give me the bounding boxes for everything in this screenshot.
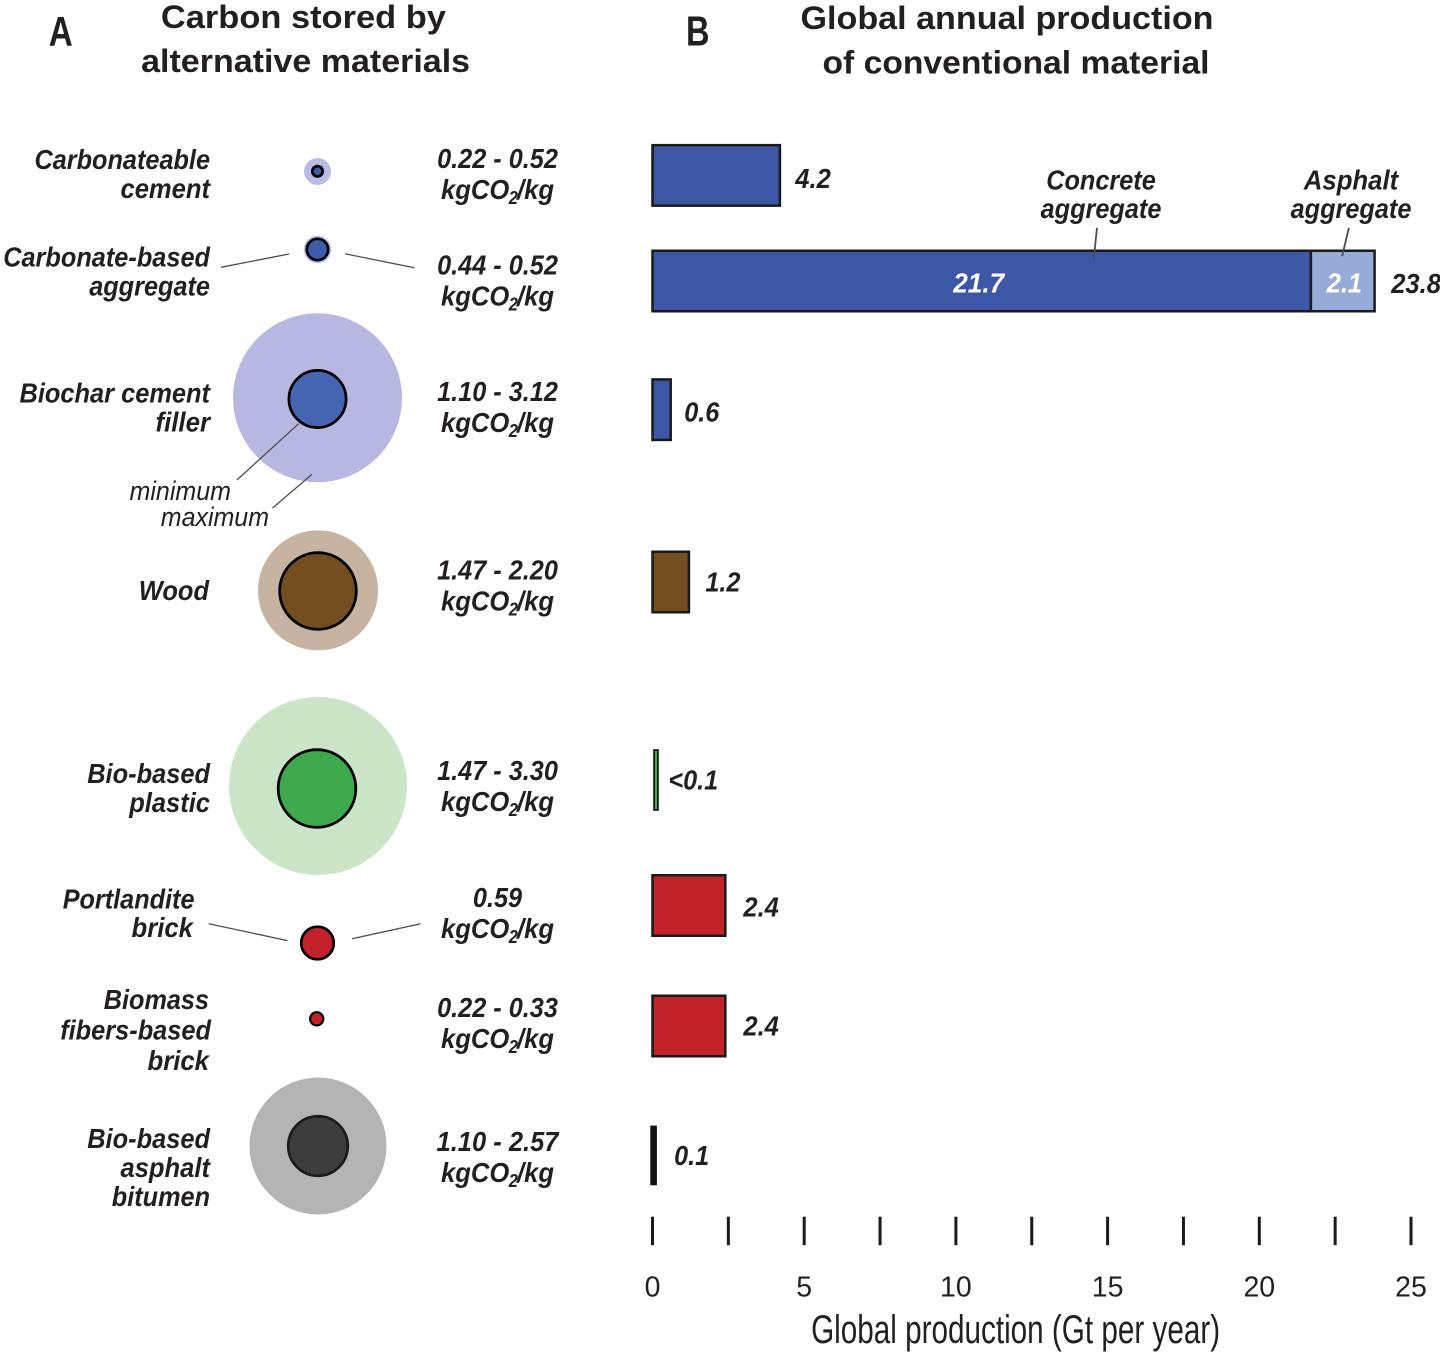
svg-text:Global production (Gt per year: Global production (Gt per year) — [811, 1308, 1220, 1352]
svg-text:1.10 - 2.57: 1.10 - 2.57 — [437, 1126, 560, 1157]
svg-text:cement: cement — [121, 173, 212, 204]
svg-text:Concrete: Concrete — [1046, 165, 1156, 196]
svg-text:Portlandite: Portlandite — [63, 883, 195, 914]
svg-text:0.59: 0.59 — [473, 882, 523, 913]
svg-text:0.22 - 0.33: 0.22 - 0.33 — [437, 992, 558, 1023]
svg-text:Carbon stored by: Carbon stored by — [161, 0, 446, 35]
svg-text:plastic: plastic — [128, 787, 210, 818]
svg-text:<0.1: <0.1 — [668, 764, 718, 795]
svg-text:filler: filler — [156, 407, 212, 438]
svg-text:brick: brick — [132, 912, 195, 943]
svg-text:21.7: 21.7 — [952, 268, 1005, 299]
svg-text:kgCO2/kg: kgCO2/kg — [441, 586, 554, 620]
svg-text:0.22 - 0.52: 0.22 - 0.52 — [437, 143, 558, 174]
svg-text:bitumen: bitumen — [112, 1181, 210, 1212]
svg-text:kgCO2/kg: kgCO2/kg — [441, 913, 554, 947]
svg-text:Bio-based: Bio-based — [87, 1123, 211, 1154]
svg-text:5: 5 — [796, 1271, 812, 1303]
svg-text:25: 25 — [1395, 1271, 1427, 1303]
svg-text:maximum: maximum — [161, 502, 269, 532]
svg-text:Biomass: Biomass — [104, 984, 209, 1015]
svg-text:minimum: minimum — [130, 476, 232, 506]
svg-text:B: B — [686, 7, 710, 54]
svg-text:0.1: 0.1 — [674, 1140, 709, 1171]
svg-text:aggregate: aggregate — [1041, 193, 1162, 224]
svg-text:kgCO2/kg: kgCO2/kg — [441, 1157, 554, 1191]
svg-text:0: 0 — [645, 1271, 661, 1303]
svg-text:kgCO2/kg: kgCO2/kg — [441, 407, 554, 441]
svg-text:Wood: Wood — [139, 575, 210, 606]
svg-text:Carbonateable: Carbonateable — [35, 144, 211, 175]
svg-text:10: 10 — [940, 1271, 972, 1303]
svg-text:0.44 - 0.52: 0.44 - 0.52 — [437, 250, 558, 281]
svg-text:brick: brick — [148, 1045, 211, 1076]
svg-text:aggregate: aggregate — [89, 271, 210, 302]
svg-text:15: 15 — [1092, 1271, 1124, 1303]
svg-text:Carbonate-based: Carbonate-based — [3, 242, 211, 273]
svg-text:fibers-based: fibers-based — [60, 1015, 212, 1046]
svg-text:1.2: 1.2 — [705, 567, 740, 598]
svg-text:1.10 - 3.12: 1.10 - 3.12 — [437, 376, 558, 407]
svg-text:A: A — [49, 8, 73, 55]
svg-text:23.8: 23.8 — [1390, 268, 1440, 299]
svg-text:asphalt: asphalt — [121, 1152, 212, 1183]
svg-text:Global annual production: Global annual production — [801, 0, 1214, 36]
svg-text:kgCO2/kg: kgCO2/kg — [441, 174, 554, 208]
svg-text:Biochar cement: Biochar cement — [20, 378, 212, 409]
svg-text:of conventional material: of conventional material — [823, 45, 1210, 81]
svg-text:Bio-based: Bio-based — [87, 758, 211, 789]
svg-text:kgCO2/kg: kgCO2/kg — [441, 1023, 554, 1057]
svg-text:20: 20 — [1243, 1271, 1275, 1303]
svg-text:1.47 - 2.20: 1.47 - 2.20 — [437, 555, 558, 586]
svg-text:1.47 - 3.30: 1.47 - 3.30 — [437, 755, 558, 786]
svg-text:aggregate: aggregate — [1291, 193, 1412, 224]
svg-text:alternative materials: alternative materials — [141, 43, 470, 79]
svg-text:Asphalt: Asphalt — [1303, 165, 1400, 196]
svg-text:2.4: 2.4 — [742, 1011, 779, 1042]
svg-text:0.6: 0.6 — [684, 397, 720, 428]
svg-text:2.1: 2.1 — [1326, 268, 1362, 299]
svg-text:2.4: 2.4 — [742, 892, 779, 923]
svg-text:kgCO2/kg: kgCO2/kg — [441, 281, 554, 315]
svg-text:kgCO2/kg: kgCO2/kg — [441, 786, 554, 820]
svg-text:4.2: 4.2 — [794, 163, 831, 194]
